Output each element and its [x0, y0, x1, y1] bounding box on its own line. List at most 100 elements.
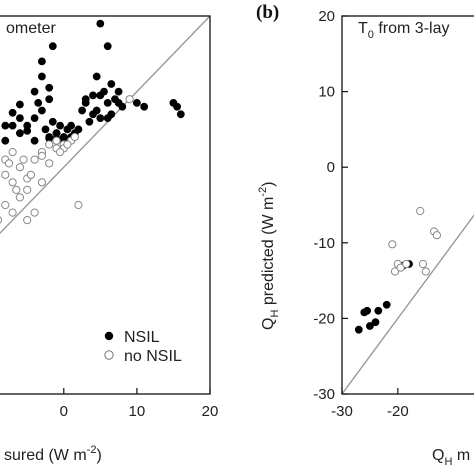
- data-point-no-nsil: [388, 240, 397, 249]
- data-point-nsil: [85, 117, 94, 126]
- data-point-nsil: [67, 121, 75, 130]
- data-point-nsil: [15, 100, 24, 109]
- data-point-no-nsil: [12, 185, 21, 194]
- data-point-no-nsil: [45, 159, 54, 168]
- data-point-nsil: [8, 121, 17, 130]
- data-point-no-nsil: [432, 231, 441, 240]
- data-point-nsil: [363, 306, 371, 315]
- data-point-no-nsil: [1, 200, 10, 210]
- data-point-no-nsil: [416, 206, 425, 216]
- panel-a-series-no-nsil: [0, 95, 134, 225]
- panel-a-frame: [0, 15, 211, 395]
- data-point-no-nsil: [0, 216, 3, 224]
- data-point-nsil: [140, 102, 149, 111]
- legend-marker-no-nsil: [104, 350, 114, 360]
- panel-a-legend: NSIL no NSIL: [104, 329, 182, 365]
- panel-b-y-tick-label: -10: [313, 235, 335, 252]
- panel-b-y-tick-label: -20: [313, 310, 335, 327]
- panel-a-one-to-one-line: [0, 15, 211, 235]
- data-point-no-nsil: [23, 185, 32, 194]
- panel-b-y-tick-label: 20: [318, 8, 335, 25]
- panel-a-x-axis-label: sured (W m-2): [4, 444, 102, 464]
- data-point-no-nsil: [30, 208, 39, 217]
- data-point-nsil: [15, 114, 24, 122]
- data-point-nsil: [382, 300, 391, 309]
- data-point-no-nsil: [15, 193, 24, 202]
- data-point-no-nsil: [63, 140, 72, 149]
- data-point-nsil: [48, 42, 57, 51]
- data-point-no-nsil: [4, 159, 14, 168]
- data-point-nsil: [74, 125, 83, 134]
- panel-a-title: ometer: [6, 20, 56, 37]
- panel-a-x-tick-label: 20: [202, 403, 219, 420]
- data-point-nsil: [371, 318, 380, 327]
- data-point-nsil: [107, 80, 116, 88]
- data-point-nsil: [48, 117, 57, 126]
- data-point-nsil: [100, 87, 108, 96]
- data-point-nsil: [96, 19, 105, 28]
- data-point-nsil: [89, 91, 97, 100]
- data-point-nsil: [30, 114, 39, 122]
- panel-b-one-to-one-line: [341, 214, 474, 395]
- panel-b-y-tick-label: 0: [327, 159, 335, 176]
- panel-b-title: T0 from 3-lay: [358, 20, 449, 41]
- data-point-nsil: [1, 121, 10, 130]
- legend-label-nsil: NSIL: [124, 329, 160, 346]
- data-point-nsil: [38, 57, 46, 66]
- data-point-nsil: [96, 114, 105, 122]
- data-point-nsil: [176, 110, 185, 119]
- data-point-nsil: [89, 110, 97, 119]
- data-point-nsil: [374, 306, 383, 315]
- panel-b-label: (b): [256, 2, 279, 23]
- data-point-no-nsil: [70, 132, 79, 142]
- data-point-no-nsil: [402, 259, 411, 269]
- panel-a-scatter-chart: 0 10 20 ometer NSIL no NSIL sured (W m-2): [0, 15, 219, 464]
- panel-b-x-tick-label: -20: [387, 403, 409, 420]
- panel-a-series-nsil: [1, 19, 185, 145]
- data-point-no-nsil: [8, 148, 17, 157]
- data-point-nsil: [56, 121, 64, 130]
- data-point-nsil: [354, 325, 363, 334]
- data-point-no-nsil: [52, 136, 61, 145]
- data-point-no-nsil: [8, 208, 17, 217]
- data-point-nsil: [103, 99, 112, 107]
- data-point-nsil: [173, 102, 181, 111]
- data-point-no-nsil: [390, 267, 400, 276]
- data-point-nsil: [118, 102, 127, 111]
- data-point-no-nsil: [418, 259, 428, 269]
- data-point-no-nsil: [45, 140, 54, 149]
- panel-b-series-nsil: [354, 260, 413, 334]
- panel-b-x-tick-label: -30: [331, 403, 353, 420]
- data-point-no-nsil: [8, 178, 17, 187]
- data-point-no-nsil: [15, 163, 24, 172]
- panel-b-scatter-chart: -30 -20 -30 -20 -10 0 10 20 (b) T0 from 3-lay Q…: [256, 2, 474, 468]
- panel-b-series-no-nsil: [388, 206, 441, 276]
- panel-b-x-axis-label: QH m: [432, 447, 470, 468]
- data-point-nsil: [132, 99, 141, 107]
- panel-a-x-tick-label: 0: [60, 403, 68, 420]
- legend-marker-nsil: [104, 331, 114, 341]
- data-point-nsil: [45, 95, 54, 104]
- panel-a-x-tick-label: 10: [129, 403, 146, 420]
- data-point-no-nsil: [19, 155, 28, 164]
- data-point-no-nsil: [396, 263, 405, 272]
- data-point-nsil: [38, 72, 46, 81]
- data-point-no-nsil: [421, 267, 430, 276]
- panel-b-frame: [341, 15, 474, 395]
- data-point-no-nsil: [23, 216, 32, 225]
- data-point-nsil: [81, 99, 90, 107]
- panel-b-y-tick-label: -30: [313, 386, 335, 403]
- panel-b-y-axis-label: QH predicted (W m-2): [257, 182, 281, 330]
- data-point-nsil: [92, 72, 101, 81]
- data-point-nsil: [365, 322, 374, 330]
- legend-label-no-nsil: no NSIL: [124, 348, 182, 365]
- data-point-nsil: [103, 42, 112, 51]
- data-point-nsil: [1, 136, 10, 145]
- panel-b-y-tick-label: 10: [318, 84, 335, 101]
- data-point-nsil: [45, 83, 54, 92]
- data-point-no-nsil: [56, 148, 65, 157]
- data-point-nsil: [114, 87, 123, 96]
- data-point-nsil: [30, 87, 39, 96]
- data-point-nsil: [107, 110, 116, 119]
